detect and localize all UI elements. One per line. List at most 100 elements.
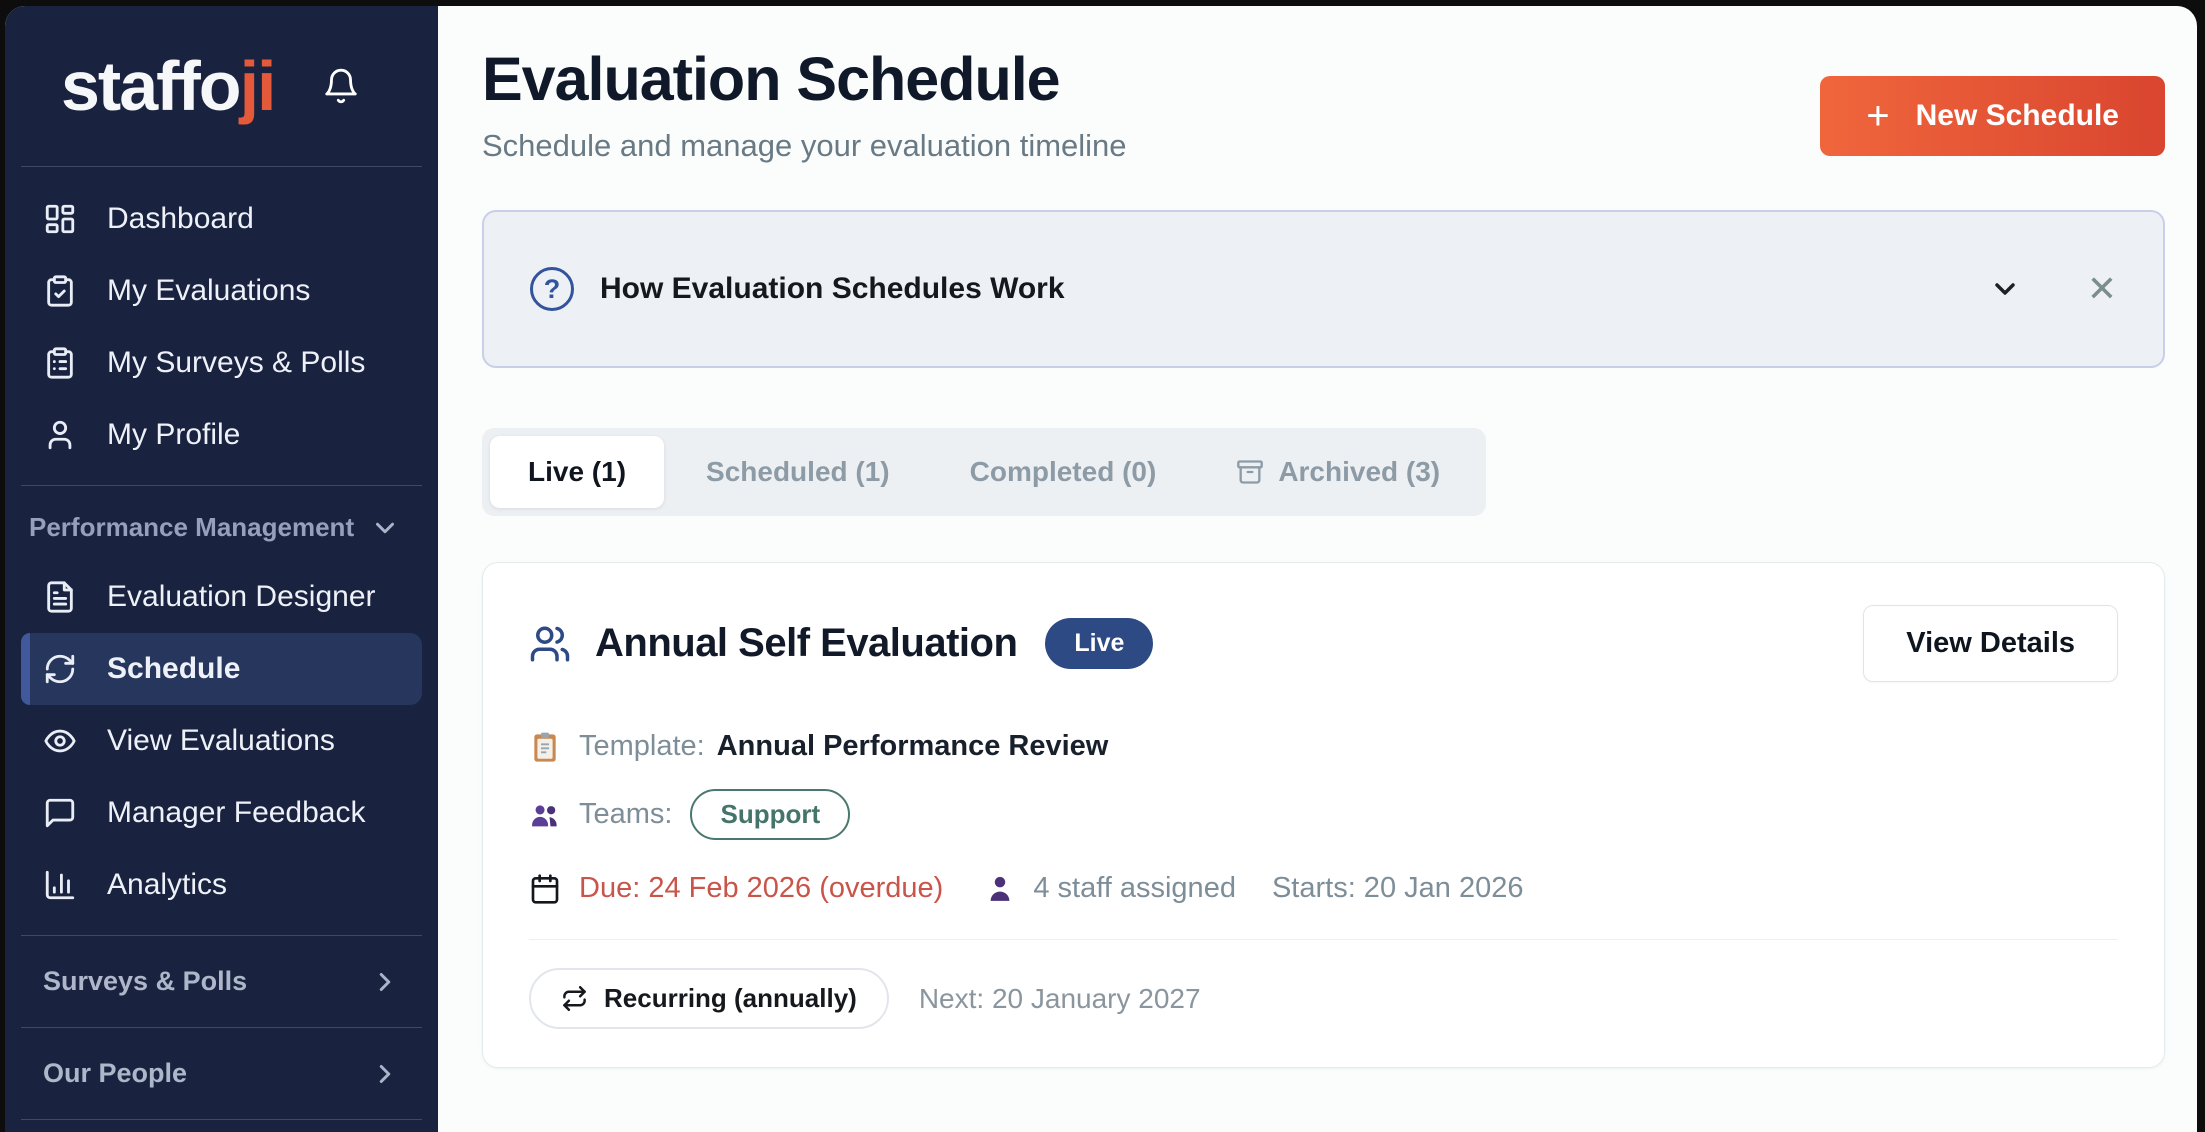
bar-chart-icon	[43, 868, 77, 902]
page-header: Evaluation Schedule Schedule and manage …	[482, 44, 2165, 164]
sidebar-item-view-evaluations[interactable]: View Evaluations	[21, 705, 422, 777]
sidebar-item-label: View Evaluations	[107, 724, 335, 757]
status-badge: Live	[1045, 618, 1154, 669]
eye-icon	[43, 724, 77, 758]
recurring-badge: Recurring (annually)	[529, 968, 889, 1029]
banner-expand-button[interactable]	[1989, 273, 2021, 305]
clipboard-icon	[529, 731, 561, 763]
next-occurrence-text: Next: 20 January 2027	[918, 982, 1201, 1014]
staff-assigned-group: 4 staff assigned	[985, 872, 1236, 905]
tab-label: Scheduled (1)	[706, 456, 890, 487]
sidebar-item-my-profile[interactable]: My Profile	[21, 399, 422, 471]
sidebar-item-label: Schedule	[107, 652, 241, 685]
sidebar-divider	[21, 935, 422, 936]
sidebar-divider	[21, 1119, 422, 1120]
template-label: Template:	[579, 730, 705, 762]
starts-text: Starts: 20 Jan 2026	[1271, 872, 1524, 904]
user-icon	[43, 418, 77, 452]
schedule-status-tabs: Live (1) Scheduled (1) Completed (0) Arc…	[482, 428, 1487, 516]
people-icon	[529, 799, 561, 831]
sidebar-primary-nav: Dashboard My Evaluations My Surveys & Po…	[5, 167, 438, 485]
dashboard-grid-icon	[43, 202, 77, 236]
template-row: Template: Annual Performance Review	[529, 730, 2118, 763]
banner-actions: ✕	[1989, 271, 2117, 307]
help-circle-icon: ?	[530, 267, 574, 311]
sidebar-item-analytics[interactable]: Analytics	[21, 849, 422, 921]
sidebar-item-label: My Surveys & Polls	[107, 346, 366, 379]
view-details-button[interactable]: View Details	[1863, 605, 2118, 682]
sidebar-section-our-people[interactable]: Our People	[5, 1028, 438, 1119]
sidebar-item-dashboard[interactable]: Dashboard	[21, 183, 422, 255]
sidebar-item-my-surveys-polls[interactable]: My Surveys & Polls	[21, 327, 422, 399]
sidebar-divider	[21, 485, 422, 486]
recurring-text: Recurring (annually)	[604, 983, 857, 1013]
teams-label: Teams:	[579, 798, 673, 830]
person-icon	[985, 874, 1015, 904]
sidebar-item-my-evaluations[interactable]: My Evaluations	[21, 255, 422, 327]
teams-row: Teams: Support	[529, 789, 2118, 840]
archive-icon	[1236, 458, 1264, 486]
section-label: Performance Management	[29, 512, 355, 542]
page-title-block: Evaluation Schedule Schedule and manage …	[482, 44, 1127, 164]
logo-text-orange: ji	[239, 47, 277, 125]
users-icon	[529, 623, 571, 665]
document-icon	[43, 580, 77, 614]
new-schedule-button[interactable]: + New Schedule	[1820, 76, 2165, 156]
new-schedule-label: New Schedule	[1915, 99, 2119, 132]
sidebar-logo-row: staffoji	[5, 6, 438, 166]
plus-icon: +	[1866, 94, 1890, 138]
sidebar-item-label: Dashboard	[107, 202, 254, 235]
sidebar-section-surveys-polls[interactable]: Surveys & Polls	[5, 936, 438, 1027]
logo-text-white: staffo	[61, 47, 242, 125]
close-icon: ✕	[2086, 268, 2117, 309]
team-badge-support: Support	[690, 789, 851, 840]
sidebar-item-manager-feedback[interactable]: Manager Feedback	[21, 777, 422, 849]
sidebar-item-label: Evaluation Designer	[107, 580, 376, 613]
page-title: Evaluation Schedule	[482, 45, 1061, 113]
sidebar-item-label: My Profile	[107, 418, 241, 451]
sidebar: staffoji Dashboard My Evaluations	[5, 6, 438, 1132]
speech-bubble-icon	[43, 796, 77, 830]
template-value: Annual Performance Review	[716, 730, 1109, 762]
card-divider	[529, 939, 2118, 940]
section-label: Surveys & Polls	[43, 966, 248, 996]
tab-scheduled[interactable]: Scheduled (1)	[668, 436, 928, 508]
sidebar-item-label: Analytics	[107, 868, 228, 901]
sidebar-performance-nav: Evaluation Designer Schedule View Evalua…	[5, 561, 438, 935]
sidebar-item-schedule[interactable]: Schedule	[21, 633, 422, 705]
performance-management-section-header[interactable]: Performance Management	[5, 486, 438, 561]
schedule-card-header: Annual Self Evaluation Live View Details	[529, 605, 2118, 682]
tab-completed[interactable]: Completed (0)	[932, 436, 1195, 508]
sidebar-divider	[21, 1027, 422, 1028]
chevron-down-icon	[370, 513, 400, 543]
staff-assigned-text: 4 staff assigned	[1033, 872, 1236, 904]
chevron-right-icon	[370, 967, 400, 997]
sidebar-divider	[21, 166, 422, 167]
card-footer: Recurring (annually) Next: 20 January 20…	[529, 968, 2118, 1029]
section-label: Our People	[43, 1058, 188, 1088]
clipboard-list-icon	[43, 346, 77, 380]
bell-icon[interactable]	[322, 67, 360, 105]
clipboard-check-icon	[43, 274, 77, 308]
dates-row: Due: 24 Feb 2026 (overdue) 4 staff assig…	[529, 872, 2118, 905]
sidebar-item-label: Manager Feedback	[107, 796, 366, 829]
sync-icon	[43, 652, 77, 686]
schedule-title: Annual Self Evaluation	[595, 621, 1018, 665]
banner-title: How Evaluation Schedules Work	[600, 272, 1065, 305]
repeat-icon	[561, 985, 588, 1012]
schedule-card: Annual Self Evaluation Live View Details…	[482, 562, 2165, 1068]
page-subtitle: Schedule and manage your evaluation time…	[482, 128, 1127, 163]
app-window: staffoji Dashboard My Evaluations	[5, 6, 2197, 1132]
chevron-right-icon	[370, 1059, 400, 1089]
staffoji-logo: staffoji	[61, 46, 277, 126]
tab-label: Completed (0)	[969, 456, 1157, 487]
chevron-down-icon	[1989, 273, 2021, 305]
calendar-icon	[529, 873, 561, 905]
tab-label: Live (1)	[528, 456, 627, 487]
sidebar-item-evaluation-designer[interactable]: Evaluation Designer	[21, 561, 422, 633]
how-schedules-work-banner: ? How Evaluation Schedules Work ✕	[482, 210, 2165, 368]
banner-close-button[interactable]: ✕	[2087, 271, 2117, 307]
tab-archived[interactable]: Archived (3)	[1198, 436, 1478, 508]
tab-live[interactable]: Live (1)	[490, 436, 665, 508]
due-date-text: Due: 24 Feb 2026 (overdue)	[579, 872, 944, 904]
